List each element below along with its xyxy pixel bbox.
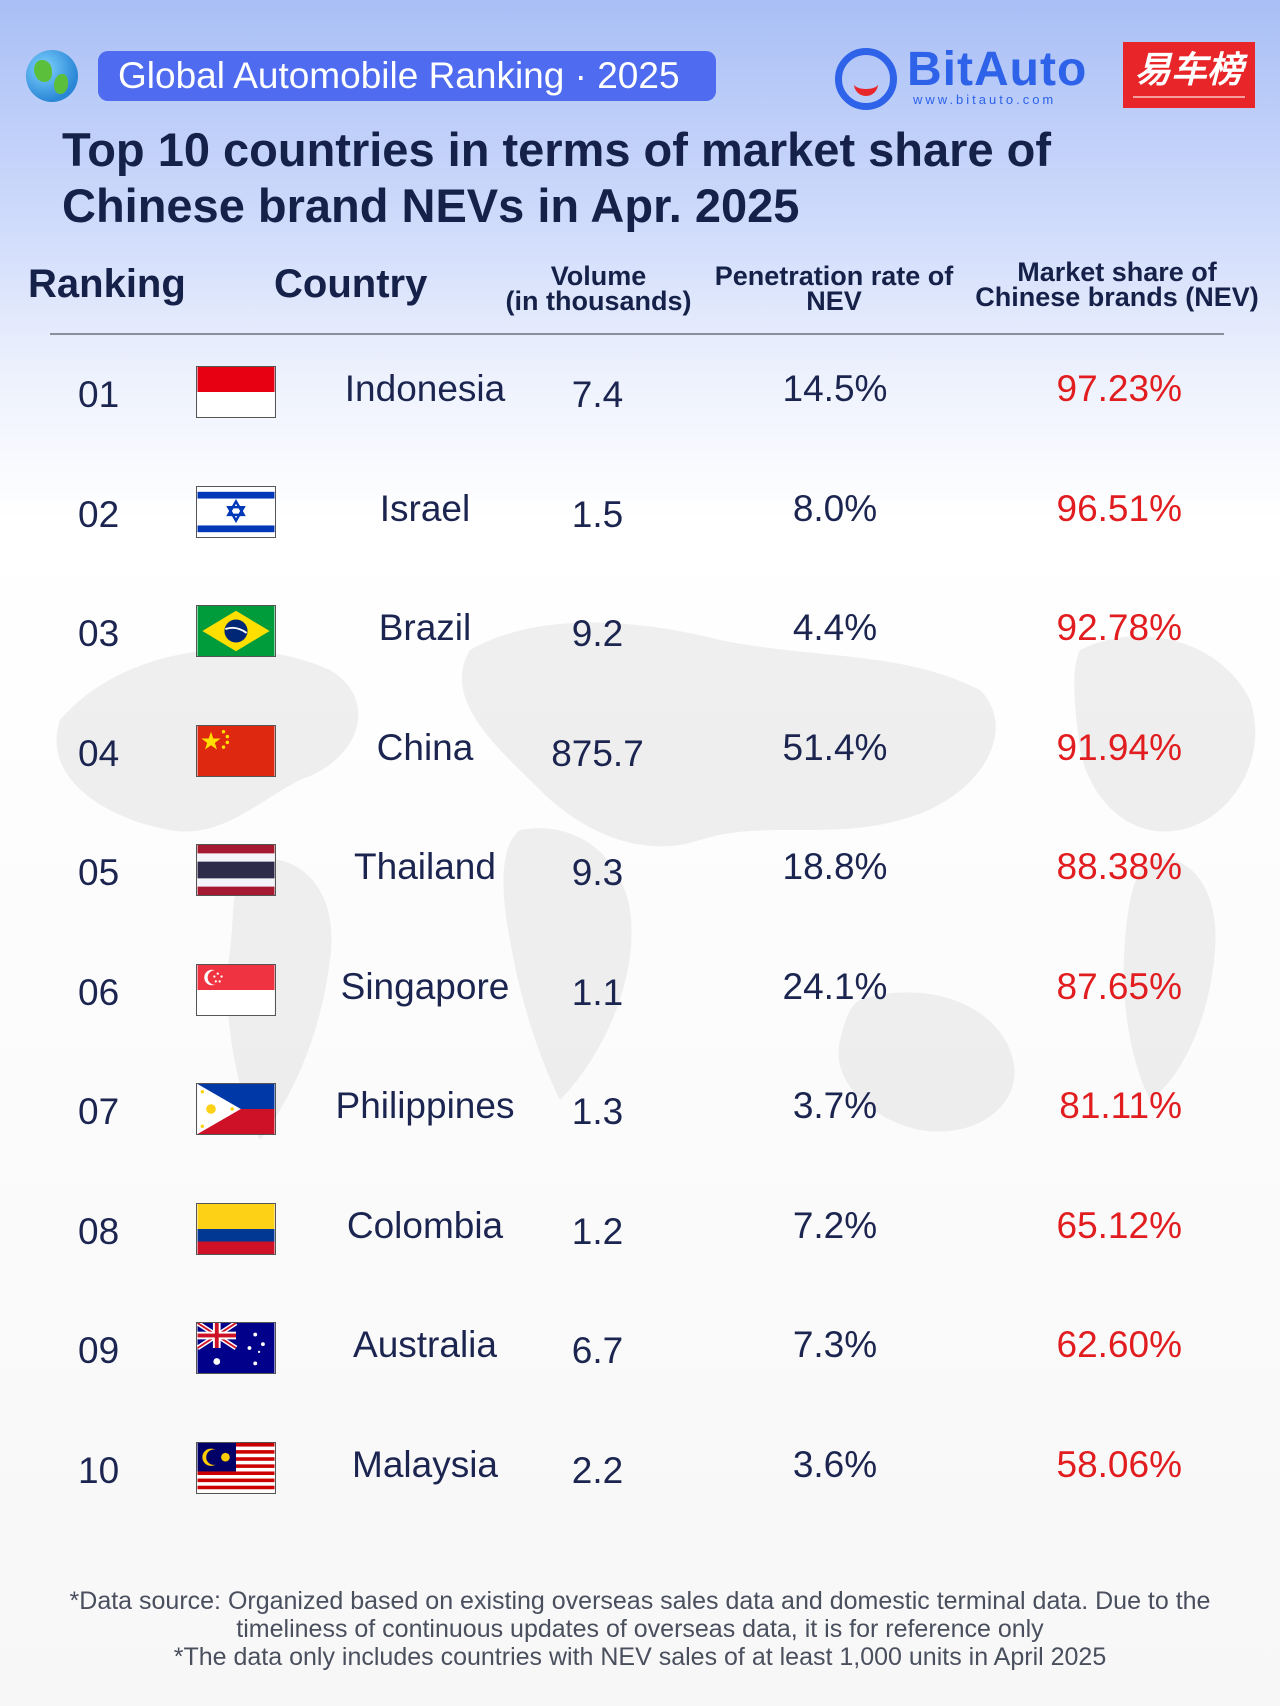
flag-china-icon [196, 725, 276, 777]
volume-cell: 2.2 [571, 1450, 624, 1491]
table-row: 02 Israel 1.5 8.0% 96.51% [0, 482, 1280, 562]
header-volume-line1: Volume [550, 261, 647, 291]
world-map-background [56, 622, 1256, 1140]
volume-cell: 1.5 [571, 494, 624, 535]
share-cell: 65.12% [1056, 1205, 1183, 1246]
flag-singapore-icon [196, 964, 276, 1016]
flag-thailand-icon [196, 844, 276, 896]
share-cell: 88.38% [1056, 846, 1183, 887]
rank-cell: 10 [78, 1450, 120, 1491]
volume-cell: 6.7 [571, 1330, 624, 1371]
rank-cell: 08 [78, 1211, 120, 1252]
header-share: Market share of Chinese brands (NEV) [964, 257, 1270, 312]
table-row: 08 Colombia 1.2 7.2% 65.12% [0, 1199, 1280, 1279]
flag-indonesia-icon [196, 366, 276, 418]
bitauto-logo-icon [835, 48, 897, 110]
rank-cell: 02 [78, 494, 120, 535]
penetration-cell: 3.6% [792, 1444, 878, 1485]
flag-israel-icon [196, 486, 276, 538]
table-row: 04 China 875.7 51.4% 91.94% [0, 721, 1280, 801]
share-cell: 96.51% [1056, 488, 1183, 529]
country-cell: Colombia [346, 1205, 504, 1246]
header-penetration: Penetration rate of NEV [706, 261, 962, 316]
table-row: 05 Thailand 9.3 18.8% 88.38% [0, 840, 1280, 920]
flag-malaysia-icon [196, 1442, 276, 1494]
header-country: Country [274, 262, 428, 306]
logo-name: BitAuto [907, 43, 1088, 96]
yichebang-badge: 易车榜 [1123, 42, 1255, 108]
share-cell: 87.65% [1056, 966, 1183, 1007]
penetration-cell: 51.4% [782, 727, 888, 768]
table-row: 06 Singapore 1.1 24.1% 87.65% [0, 960, 1280, 1040]
volume-cell: 875.7 [551, 733, 644, 774]
volume-cell: 9.2 [571, 613, 624, 654]
volume-cell: 1.1 [571, 972, 624, 1013]
volume-cell: 1.2 [571, 1211, 624, 1252]
rank-cell: 09 [78, 1330, 120, 1371]
rank-cell: 07 [78, 1091, 120, 1132]
rank-cell: 01 [78, 374, 120, 415]
country-cell: China [376, 727, 474, 768]
footnote-line-2: timeliness of continuous updates of over… [236, 1615, 1044, 1643]
penetration-cell: 7.3% [792, 1324, 878, 1365]
penetration-cell: 18.8% [782, 846, 888, 887]
footnote-line-3: *The data only includes countries with N… [173, 1643, 1107, 1671]
share-cell: 91.94% [1056, 727, 1183, 768]
volume-cell: 9.3 [571, 852, 624, 893]
share-cell: 58.06% [1056, 1444, 1183, 1485]
header-volume-line2: (in thousands) [505, 286, 692, 316]
penetration-cell: 3.7% [792, 1085, 878, 1126]
table-row: 03 Brazil 9.2 4.4% 92.78% [0, 601, 1280, 681]
penetration-cell: 14.5% [782, 368, 888, 409]
penetration-cell: 4.4% [792, 607, 878, 648]
title-line-1: Top 10 countries in terms of market shar… [62, 123, 1051, 176]
share-cell: 62.60% [1056, 1324, 1183, 1365]
rank-cell: 04 [78, 733, 120, 774]
volume-cell: 1.3 [571, 1091, 624, 1132]
ranking-badge: Global Automobile Ranking · 2025 [98, 51, 716, 101]
rank-cell: 05 [78, 852, 120, 893]
rank-cell: 06 [78, 972, 120, 1013]
flag-brazil-icon [196, 605, 276, 657]
bitauto-logo: BitAuto www.bitauto.com [835, 43, 1086, 110]
logo-url: www.bitauto.com [913, 92, 1057, 107]
header-share-line2: Chinese brands (NEV) [975, 282, 1259, 312]
table-row: 01 Indonesia 7.4 14.5% 97.23% [0, 362, 1280, 442]
penetration-cell: 8.0% [792, 488, 878, 529]
country-cell: Indonesia [344, 368, 506, 409]
flag-philippines-icon [196, 1083, 276, 1135]
penetration-cell: 24.1% [782, 966, 888, 1007]
globe-icon [26, 50, 78, 102]
country-cell: Israel [379, 488, 471, 529]
title-line-2: Chinese brand NEVs in Apr. 2025 [62, 179, 800, 232]
footnote-line-1: *Data source: Organized based on existin… [69, 1587, 1211, 1615]
country-cell: Brazil [378, 607, 472, 648]
table-row: 10 Malaysia 2.2 3.6% 58.06% [0, 1438, 1280, 1518]
flag-colombia-icon [196, 1203, 276, 1255]
table-row: 07 Philippines 1.3 3.7% 81.11% [0, 1079, 1280, 1159]
share-cell: 97.23% [1056, 368, 1183, 409]
country-cell: Malaysia [352, 1444, 498, 1485]
table-row: 09 Australia 6.7 7.3% 62.60% [0, 1318, 1280, 1398]
header-share-line1: Market share of [1017, 257, 1217, 287]
country-cell: Australia [353, 1324, 497, 1365]
header-ranking: Ranking [28, 262, 186, 306]
chart-title: Top 10 countries in terms of market shar… [62, 122, 1242, 234]
flag-australia-icon [196, 1322, 276, 1374]
volume-cell: 7.4 [571, 374, 624, 415]
penetration-cell: 7.2% [792, 1205, 878, 1246]
country-cell: Thailand [354, 846, 496, 887]
header-volume: Volume (in thousands) [496, 261, 701, 316]
rank-cell: 03 [78, 613, 120, 654]
country-cell: Philippines [335, 1085, 515, 1126]
country-cell: Singapore [340, 966, 510, 1007]
header-penetration-line1: Penetration rate of [714, 261, 954, 291]
header-divider [50, 333, 1224, 335]
share-cell: 92.78% [1056, 607, 1183, 648]
share-cell: 81.11% [1059, 1085, 1182, 1126]
header-penetration-line2: NEV [806, 286, 862, 316]
